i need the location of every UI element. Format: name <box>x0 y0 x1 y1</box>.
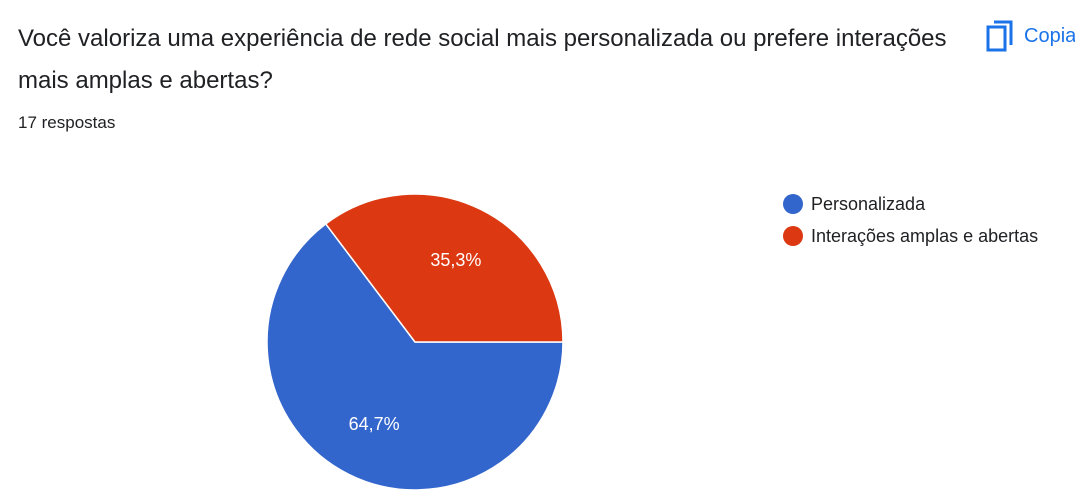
legend-swatch <box>783 194 803 214</box>
chart-legend: Personalizada Interações amplas e abertas <box>783 192 1038 256</box>
question-title: Você valoriza uma experiência de rede so… <box>18 25 947 94</box>
copy-button[interactable]: Copiar <box>986 14 1075 58</box>
legend-label: Interações amplas e abertas <box>811 225 1039 246</box>
copy-icon <box>986 20 1013 52</box>
pie-label-interacoes-amplas-e-abertas: 35,3% <box>430 250 481 270</box>
pie-label-personalizada: 64,7% <box>349 414 400 434</box>
pie-slice-interacoes-amplas-e-abertas[interactable] <box>324 193 564 343</box>
legend-label: Personalizada <box>811 193 926 214</box>
pie-chart: 64,7% 35,3% <box>266 193 564 491</box>
legend-swatch <box>783 226 803 246</box>
legend-item-personalizada[interactable]: Personalizada <box>783 192 1038 216</box>
copy-button-label: Copiar <box>1024 24 1075 47</box>
pie-slice-personalizada[interactable] <box>266 222 564 491</box>
response-count: 17 respostas <box>18 113 116 132</box>
legend-item-interacoes-amplas-e-abertas[interactable]: Interações amplas e abertas <box>783 224 1038 248</box>
